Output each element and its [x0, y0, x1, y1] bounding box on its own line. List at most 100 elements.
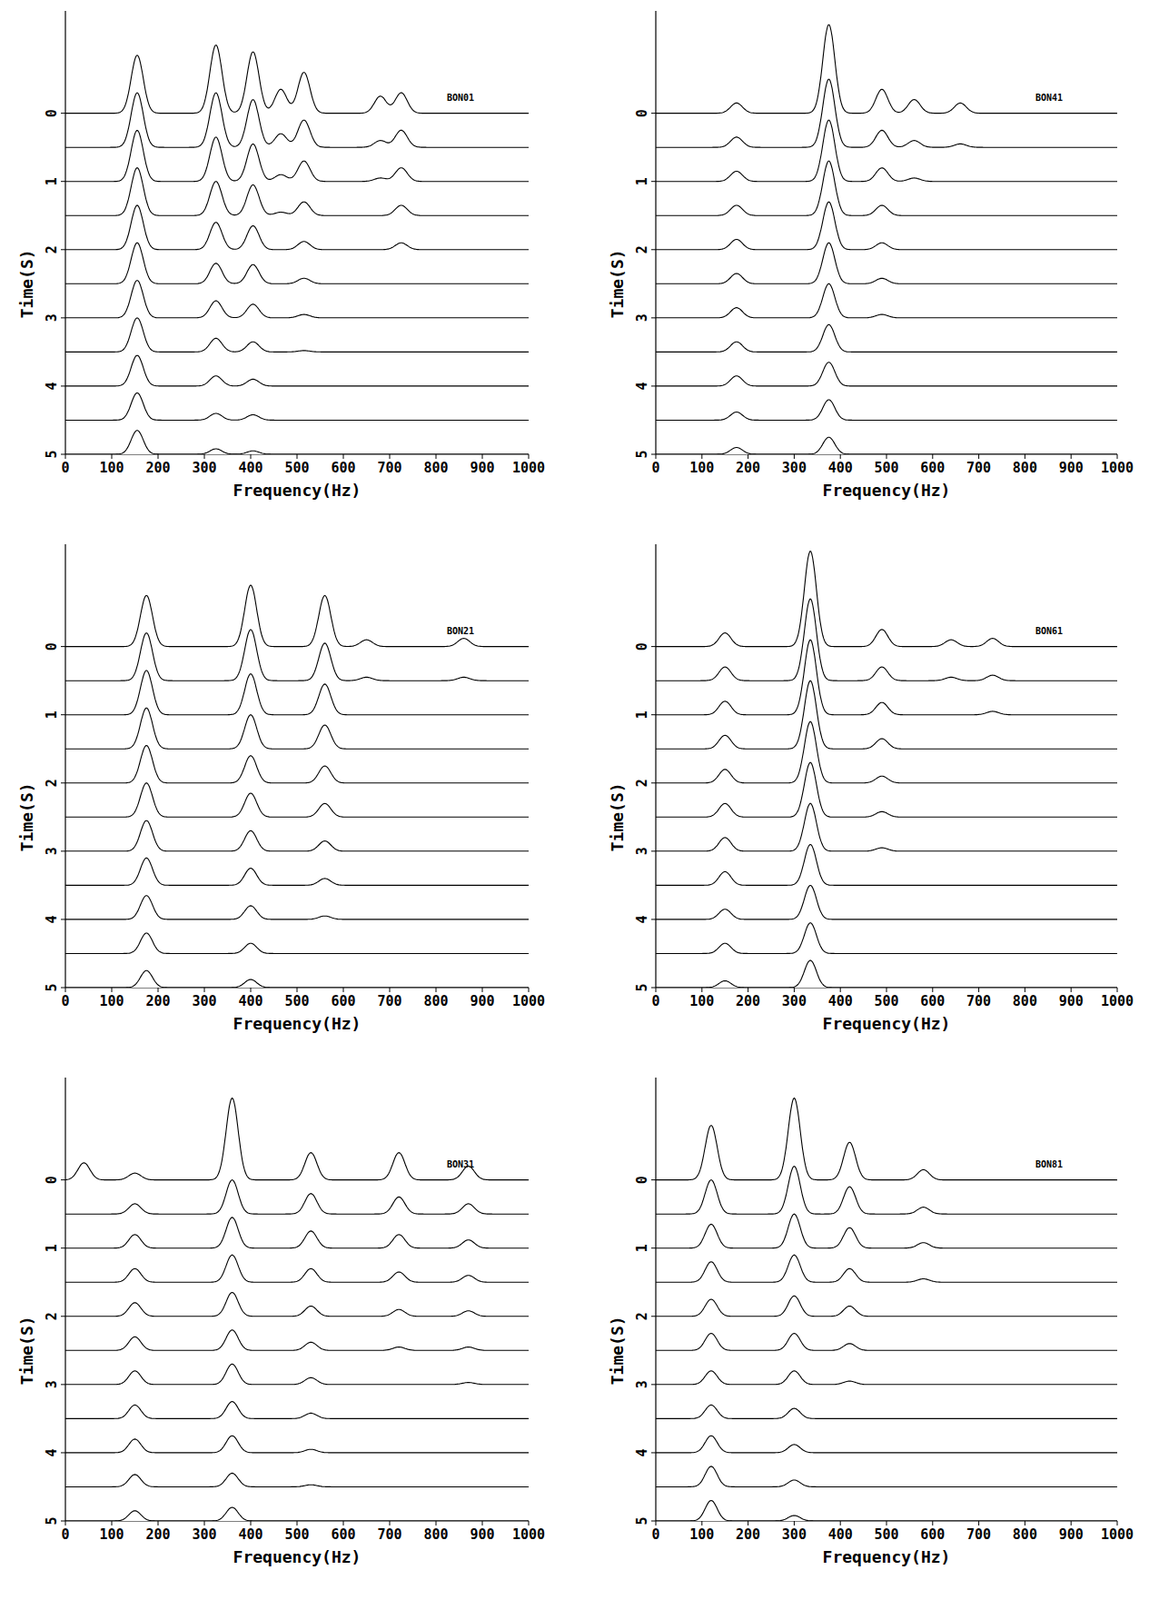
y-tick	[60, 1383, 66, 1385]
spectrum-trace	[655, 1166, 1118, 1215]
x-tick	[482, 1520, 484, 1526]
x-tick-label: 500	[873, 992, 899, 1010]
y-tick-label: 0	[633, 1175, 651, 1184]
spectrum-trace	[65, 707, 529, 749]
y-tick	[651, 1383, 656, 1385]
x-tick-label: 800	[1012, 1525, 1038, 1543]
x-tick	[250, 454, 252, 459]
y-tick	[651, 1247, 656, 1249]
y-axis	[654, 10, 656, 455]
x-tick-label: 200	[145, 1525, 170, 1543]
x-tick	[204, 987, 206, 992]
spectrum-trace	[655, 1254, 1118, 1282]
trace-fill	[65, 280, 529, 318]
y-tick-label: 5	[43, 1515, 60, 1525]
spectrum-trace	[655, 24, 1118, 113]
spectrum-trace	[65, 670, 529, 715]
x-tick	[297, 987, 298, 992]
y-tick	[651, 112, 656, 114]
trace-fill	[65, 584, 529, 647]
y-tick-label: 4	[43, 1447, 60, 1457]
x-tick-label: 500	[284, 1525, 309, 1543]
panel: 01002003004005006007008009001000Frequenc…	[17, 544, 545, 1033]
spectrum-trace	[65, 1472, 529, 1486]
y-tick	[60, 918, 66, 920]
y-tick	[60, 385, 66, 387]
y-tick	[60, 782, 66, 783]
x-axis-title: Frequency(Hz)	[233, 1546, 362, 1566]
trace-fill	[65, 670, 529, 715]
y-tick-label: 4	[633, 381, 651, 390]
y-tick-label: 0	[633, 642, 651, 651]
x-tick-label: 800	[423, 459, 448, 476]
x-tick	[978, 454, 980, 459]
x-tick	[886, 454, 888, 459]
x-tick-label: 900	[1059, 992, 1084, 1010]
x-tick-label: 400	[828, 1525, 853, 1543]
y-axis-title: Time(S)	[607, 782, 627, 852]
spectrum-trace	[65, 355, 529, 387]
x-tick-label: 800	[423, 1525, 448, 1543]
spectrum-trace	[65, 393, 529, 421]
y-tick-label: 5	[633, 982, 651, 991]
y-tick	[60, 713, 66, 715]
spectrum-trace	[655, 960, 1118, 988]
spectrum-trace	[655, 639, 1118, 714]
spectrum-trace	[65, 970, 529, 988]
x-tick	[840, 987, 842, 992]
trace-fill	[655, 680, 1118, 749]
x-tick-label: 900	[1059, 1525, 1084, 1543]
trace-fill	[655, 79, 1118, 148]
spectrum-trace	[65, 317, 529, 352]
x-tick	[389, 987, 391, 992]
trace-fill	[65, 745, 529, 783]
traces	[655, 551, 1118, 988]
spectrum-trace	[65, 1506, 529, 1521]
x-tick-label: 1000	[512, 459, 545, 476]
y-tick	[60, 1451, 66, 1453]
x-tick	[158, 987, 159, 992]
x-tick	[111, 987, 113, 992]
spectrum-trace	[655, 885, 1118, 920]
spectrum-trace	[655, 802, 1118, 851]
x-axis-title: Frequency(Hz)	[233, 480, 362, 500]
panel-label: BON41	[1035, 92, 1063, 103]
x-tick	[793, 454, 795, 459]
spectrum-trace	[655, 680, 1118, 749]
spectrum-trace	[65, 1292, 529, 1317]
x-tick-label: 600	[920, 459, 945, 476]
y-tick	[651, 782, 656, 783]
y-tick-label: 2	[633, 1311, 651, 1320]
x-tick-label: 100	[689, 459, 714, 476]
x-axis-title: Frequency(Hz)	[822, 1546, 951, 1566]
y-tick-label: 3	[43, 846, 60, 855]
x-tick	[389, 1520, 391, 1526]
x-tick-label: 700	[376, 1525, 402, 1543]
x-tick-label: 0	[60, 1525, 70, 1543]
y-tick-label: 2	[43, 245, 60, 254]
x-tick-label: 600	[330, 459, 356, 476]
trace-fill	[655, 1166, 1118, 1215]
y-axis-title: Time(S)	[17, 248, 37, 318]
spectrum-trace	[65, 242, 529, 284]
x-tick	[701, 1520, 703, 1526]
x-tick	[747, 987, 749, 992]
x-tick	[793, 1520, 795, 1526]
x-tick	[435, 987, 437, 992]
x-tick-label: 700	[966, 459, 991, 476]
y-tick-label: 5	[43, 449, 60, 458]
x-tick	[435, 454, 437, 459]
trace-fill	[655, 201, 1118, 249]
x-tick	[1024, 987, 1026, 992]
y-tick	[651, 987, 656, 989]
x-tick	[111, 454, 113, 459]
y-tick-label: 0	[633, 108, 651, 118]
x-tick	[1070, 987, 1072, 992]
trace-fill	[65, 1254, 529, 1282]
x-tick	[65, 987, 67, 992]
x-tick-label: 1000	[1100, 1525, 1134, 1543]
x-tick-label: 400	[828, 459, 853, 476]
y-tick-label: 3	[633, 313, 651, 322]
y-axis-title: Time(S)	[17, 1315, 37, 1385]
y-tick-label: 1	[43, 177, 60, 186]
